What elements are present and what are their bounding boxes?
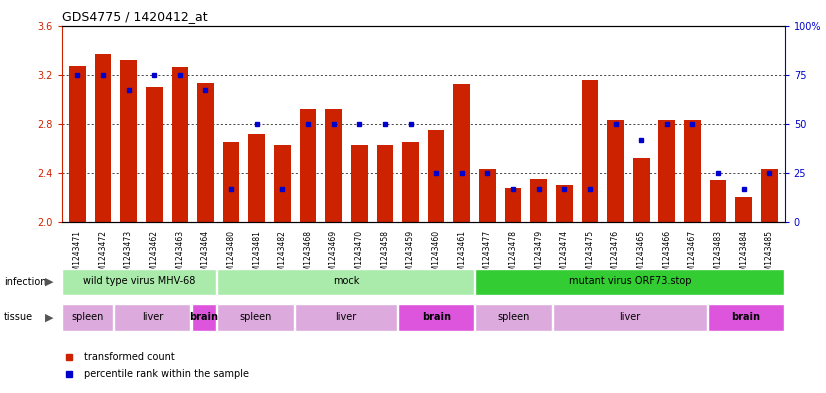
Bar: [479, 169, 496, 222]
Bar: [300, 109, 316, 222]
Text: ▶: ▶: [45, 312, 54, 322]
Bar: [556, 185, 572, 222]
Bar: [63, 304, 113, 331]
Text: transformed count: transformed count: [83, 352, 174, 362]
Text: spleen: spleen: [72, 312, 104, 322]
Text: infection: infection: [4, 277, 46, 287]
Bar: [553, 304, 707, 331]
Bar: [476, 304, 552, 331]
Bar: [476, 269, 784, 295]
Bar: [428, 130, 444, 222]
Bar: [197, 83, 214, 222]
Text: wild type virus MHV-68: wild type virus MHV-68: [83, 276, 196, 286]
Text: liver: liver: [620, 312, 640, 322]
Bar: [735, 197, 752, 222]
Bar: [95, 54, 112, 222]
Text: liver: liver: [142, 312, 163, 322]
Bar: [223, 142, 240, 222]
Bar: [582, 79, 598, 222]
Text: brain: brain: [189, 312, 218, 322]
Bar: [658, 120, 675, 222]
Bar: [63, 269, 216, 295]
Text: liver: liver: [335, 312, 357, 322]
Text: spleen: spleen: [497, 312, 529, 322]
Text: percentile rank within the sample: percentile rank within the sample: [83, 369, 249, 379]
Bar: [710, 180, 726, 222]
Text: GDS4775 / 1420412_at: GDS4775 / 1420412_at: [62, 10, 207, 23]
Bar: [172, 67, 188, 222]
Bar: [295, 304, 397, 331]
Text: spleen: spleen: [240, 312, 272, 322]
Bar: [633, 158, 649, 222]
Text: brain: brain: [422, 312, 451, 322]
Bar: [217, 304, 294, 331]
Bar: [274, 145, 291, 222]
Bar: [217, 269, 474, 295]
Bar: [607, 120, 624, 222]
Bar: [114, 304, 191, 331]
Bar: [402, 142, 419, 222]
Text: tissue: tissue: [4, 312, 33, 322]
Text: mutant virus ORF73.stop: mutant virus ORF73.stop: [568, 276, 691, 286]
Text: ▶: ▶: [45, 277, 54, 287]
Bar: [146, 87, 163, 222]
Bar: [453, 84, 470, 222]
Bar: [708, 304, 784, 331]
Bar: [377, 145, 393, 222]
Bar: [249, 134, 265, 222]
Text: mock: mock: [333, 276, 359, 286]
Bar: [351, 145, 368, 222]
Bar: [530, 179, 547, 222]
Bar: [121, 60, 137, 222]
Bar: [192, 304, 216, 331]
Bar: [69, 66, 86, 222]
Text: brain: brain: [732, 312, 761, 322]
Bar: [684, 120, 700, 222]
Bar: [398, 304, 474, 331]
Bar: [505, 187, 521, 222]
Bar: [325, 109, 342, 222]
Bar: [761, 169, 777, 222]
